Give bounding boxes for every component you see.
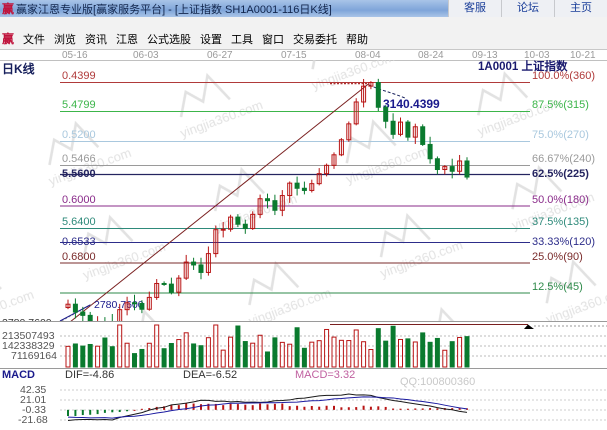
svg-text:0.6000: 0.6000	[62, 194, 96, 206]
svg-text:5.6400: 5.6400	[62, 216, 96, 228]
svg-text:12.5%(45): 12.5%(45)	[532, 281, 583, 293]
svg-text:0.6800: 0.6800	[62, 251, 96, 263]
svg-text:0.6533: 0.6533	[62, 236, 96, 248]
svg-text:50.0%(180): 50.0%(180)	[532, 194, 589, 206]
svg-text:MACD: MACD	[2, 369, 35, 381]
svg-text:37.5%(135): 37.5%(135)	[532, 216, 589, 228]
svg-text:0.5466: 0.5466	[62, 153, 96, 165]
svg-text:0.5200: 0.5200	[62, 129, 96, 141]
svg-text:-21.68: -21.68	[18, 414, 48, 426]
svg-text:QQ:100800360: QQ:100800360	[400, 376, 475, 388]
svg-text:33.33%(120): 33.33%(120)	[532, 236, 595, 248]
svg-text:87.5%(315): 87.5%(315)	[532, 99, 589, 111]
svg-text:5.5600: 5.5600	[62, 168, 96, 180]
svg-text:62.5%(225): 62.5%(225)	[532, 168, 589, 180]
svg-text:5.4799: 5.4799	[62, 99, 96, 111]
svg-text:DIF=-4.86: DIF=-4.86	[65, 369, 114, 381]
svg-text:1A0001 上证指数: 1A0001 上证指数	[478, 60, 568, 73]
svg-text:MACD=3.32: MACD=3.32	[295, 369, 355, 381]
svg-text:71169164: 71169164	[11, 350, 57, 362]
svg-text:25.0%(90): 25.0%(90)	[532, 251, 583, 263]
svg-text:0.4399: 0.4399	[62, 70, 96, 82]
svg-text:66.67%(240): 66.67%(240)	[532, 153, 595, 165]
svg-text:75.0%(270): 75.0%(270)	[532, 129, 589, 141]
svg-text:3140.4399: 3140.4399	[383, 97, 440, 111]
svg-text:DEA=-6.52: DEA=-6.52	[183, 369, 237, 381]
